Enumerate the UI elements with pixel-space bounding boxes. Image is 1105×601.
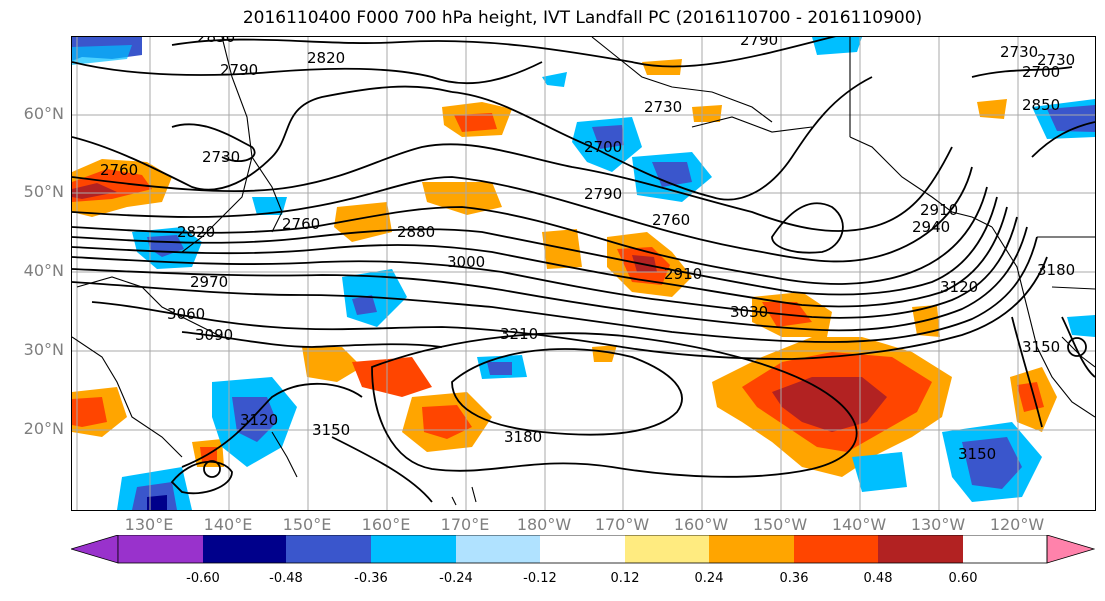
- lon-label: 170°W: [594, 515, 650, 534]
- coastlines: [72, 37, 1095, 506]
- lon-label: 130°W: [910, 515, 966, 534]
- colorbar-tick: -0.24: [439, 571, 473, 586]
- lon-label: 150°E: [282, 515, 332, 534]
- lon-label: 160°W: [673, 515, 729, 534]
- colorbar-tick: 0.60: [948, 571, 978, 586]
- lon-label: 170°E: [440, 515, 490, 534]
- colorbar-tick: -0.36: [354, 571, 388, 586]
- lon-label: 130°E: [124, 515, 174, 534]
- contour-label: 2910: [920, 201, 958, 219]
- contour-labels: 2850 2820 2790 2790 2760 2730 2760 2730 …: [100, 37, 1075, 463]
- contour-label: 2910: [664, 265, 702, 283]
- colorbar-tick: 0.48: [863, 571, 893, 586]
- contour-label: 2790: [740, 37, 778, 49]
- height-contours: [72, 37, 1095, 503]
- colorbar: [71, 535, 1095, 564]
- contour-label: 2760: [282, 215, 320, 233]
- contour-label: 2760: [652, 211, 690, 229]
- lon-label: 160°E: [361, 515, 411, 534]
- lat-label-40n: 40°N: [23, 261, 64, 280]
- contour-label: 2880: [397, 223, 435, 241]
- contour-label: 2970: [190, 273, 228, 291]
- lon-label: 180°W: [516, 515, 572, 534]
- colorbar-tick: -0.60: [186, 571, 220, 586]
- colorbar-tick: -0.12: [523, 571, 557, 586]
- colorbar-cell: [625, 535, 709, 563]
- lon-label: 140°W: [831, 515, 887, 534]
- colorbar-cell: [286, 535, 371, 563]
- contour-label: 2790: [220, 61, 258, 79]
- contour-label: 2730: [1000, 43, 1038, 61]
- contour-label: 3150: [312, 421, 350, 439]
- contour-label: 3090: [195, 326, 233, 344]
- colorbar-tick: 0.24: [694, 571, 724, 586]
- contour-label: 3180: [1037, 261, 1075, 279]
- colorbar-cell: [203, 535, 286, 563]
- colorbar-tick: -0.48: [269, 571, 303, 586]
- colorbar-cell: [878, 535, 963, 563]
- contour-label: 2850: [197, 37, 235, 46]
- contour-label: 3120: [940, 278, 978, 296]
- contour-label: 3030: [730, 303, 768, 321]
- contour-label: 2730: [202, 148, 240, 166]
- colorbar-cell: [540, 535, 625, 563]
- colorbar-frame: [117, 535, 1048, 564]
- map-canvas: 2850 2820 2790 2790 2760 2730 2760 2730 …: [72, 37, 1095, 510]
- colorbar-cell: [456, 535, 540, 563]
- contour-label: 2700: [584, 138, 622, 156]
- contour-label: 2820: [177, 223, 215, 241]
- lat-label-30n: 30°N: [23, 340, 64, 359]
- lon-label: 120°W: [989, 515, 1045, 534]
- contour-label: 2940: [912, 218, 950, 236]
- colorbar-cells: [71, 535, 1095, 564]
- colorbar-cell: [794, 535, 878, 563]
- lon-label: 150°W: [752, 515, 808, 534]
- colorbar-tick: 0.12: [610, 571, 640, 586]
- lat-label-60n: 60°N: [23, 104, 64, 123]
- contour-label: 3120: [240, 411, 278, 429]
- colorbar-cell: [371, 535, 456, 563]
- contour-label: 3210: [500, 325, 538, 343]
- contour-label: 2820: [307, 49, 345, 67]
- map-panel: 2850 2820 2790 2790 2760 2730 2760 2730 …: [71, 36, 1096, 511]
- contour-label: 3060: [167, 305, 205, 323]
- contour-label: 2850: [1022, 96, 1060, 114]
- colorbar-tick: 0.36: [779, 571, 809, 586]
- colorbar-extend-high: [1046, 535, 1095, 564]
- contour-label: 2700: [1022, 63, 1060, 81]
- contour-label: 2730: [644, 98, 682, 116]
- contour-label: 3180: [504, 428, 542, 446]
- contour-label: 2730: [1037, 51, 1075, 69]
- contour-label: 3000: [447, 253, 485, 271]
- colorbar-cell: [709, 535, 794, 563]
- lat-label-20n: 20°N: [23, 419, 64, 438]
- contour-label: 2760: [100, 161, 138, 179]
- plot-title: 2016110400 F000 700 hPa height, IVT Land…: [242, 8, 923, 28]
- colorbar-extend-low: [71, 535, 119, 564]
- contour-label: 3150: [958, 445, 996, 463]
- colorbar-cell: [118, 535, 203, 563]
- contour-label: 3150: [1022, 338, 1060, 356]
- lat-label-50n: 50°N: [23, 182, 64, 201]
- contour-label: 2790: [584, 185, 622, 203]
- lon-label: 140°E: [203, 515, 253, 534]
